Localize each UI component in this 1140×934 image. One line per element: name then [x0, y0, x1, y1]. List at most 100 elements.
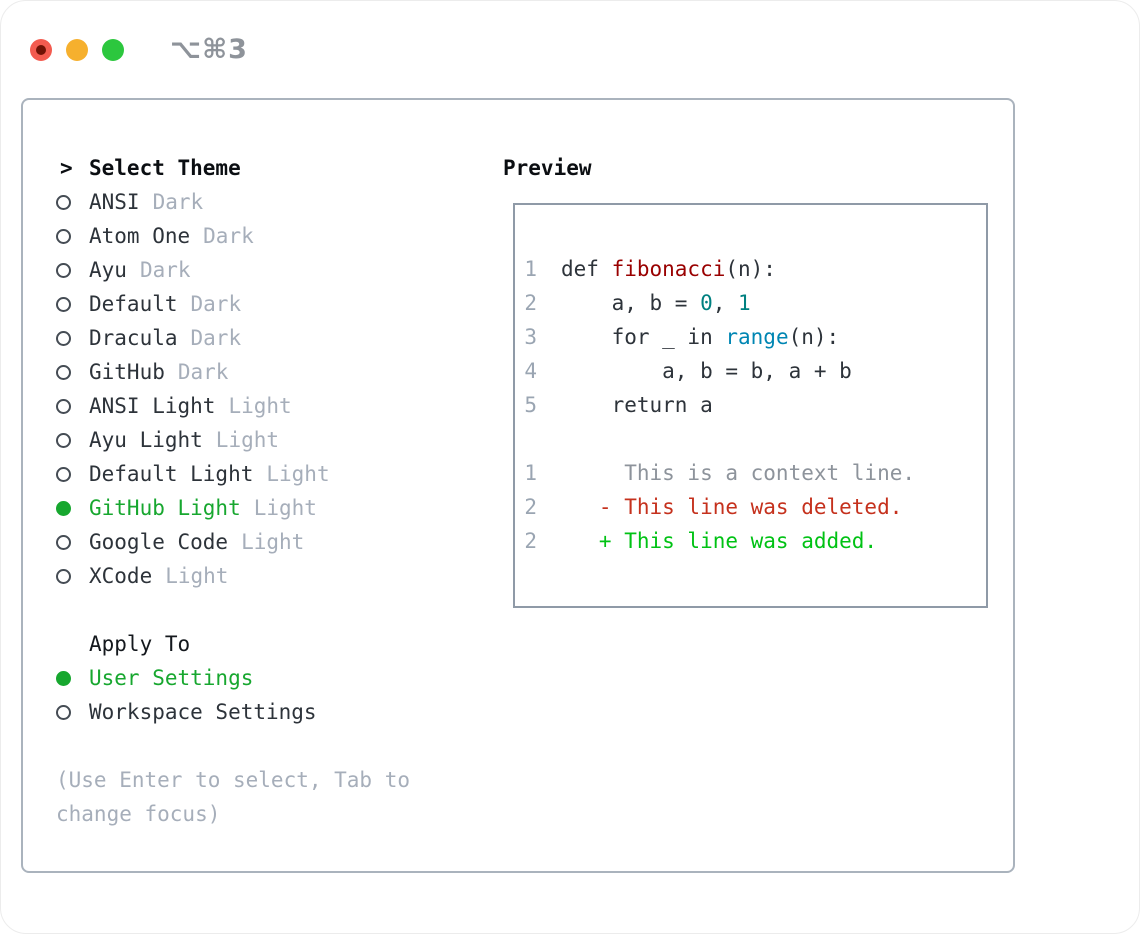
line-content: for _ in range(n): — [561, 320, 840, 354]
radio-circle — [56, 670, 71, 686]
theme-option[interactable]: GitHub Light Light — [56, 491, 492, 525]
theme-name: Atom One — [89, 224, 191, 248]
radio-unselected-icon — [56, 398, 89, 414]
code-token: - This line was deleted. — [561, 495, 903, 519]
theme-option[interactable]: GitHub Dark — [56, 355, 492, 389]
code-token: fibonacci — [611, 257, 726, 281]
line-number: 1 — [524, 461, 537, 485]
minimize-button[interactable] — [66, 38, 88, 61]
theme-variant-badge: Light — [165, 564, 229, 588]
line-content: + This line was added. — [561, 524, 877, 558]
code-token: (n): — [725, 257, 776, 281]
code-line: 1 def fibonacci(n): — [523, 252, 986, 286]
select-theme-title: Select Theme — [89, 156, 241, 180]
radio-circle — [56, 398, 71, 414]
line-content: def fibonacci(n): — [561, 252, 776, 286]
spacer — [56, 593, 492, 627]
line-content: a, b = 0, 1 — [561, 286, 751, 320]
code-token: This is a context line. — [561, 461, 916, 485]
code-token: for _ in — [561, 325, 726, 349]
apply-to-option[interactable]: User Settings — [56, 661, 492, 695]
radio-circle — [56, 534, 71, 550]
theme-name: Google Code — [89, 530, 229, 554]
code-line: 2 + This line was added. — [523, 524, 986, 558]
radio-unselected-icon — [56, 296, 89, 312]
spacer — [56, 729, 492, 763]
code-line: 4 a, b = b, a + b — [523, 354, 986, 388]
code-token: 0 — [700, 291, 713, 315]
radio-selected-icon — [56, 500, 89, 516]
code-token: range — [725, 325, 789, 349]
radio-unselected-icon — [56, 534, 89, 550]
line-number: 2 — [524, 291, 537, 315]
radio-circle — [56, 194, 71, 210]
code-line: 5 return a — [523, 388, 986, 422]
focus-caret-icon: > — [60, 156, 73, 180]
theme-name: Ayu Light — [89, 428, 203, 452]
radio-unselected-icon — [56, 364, 89, 380]
blank-line — [523, 422, 986, 456]
line-number: 4 — [524, 359, 537, 383]
code-line: 1 This is a context line. — [523, 456, 986, 490]
radio-unselected-icon — [56, 228, 89, 244]
theme-variant-badge: Dark — [139, 258, 191, 282]
code-token: , — [712, 291, 739, 315]
theme-option[interactable]: Dracula Dark — [56, 321, 492, 355]
line-content: a, b = b, a + b — [561, 354, 852, 388]
theme-option[interactable]: ANSI Light Light — [56, 389, 492, 423]
radio-circle — [56, 568, 71, 584]
radio-unselected-icon — [56, 466, 89, 482]
theme-option[interactable]: Default Light Light — [56, 457, 492, 491]
radio-circle — [56, 364, 71, 380]
theme-variant-badge: Light — [228, 394, 292, 418]
theme-name: Dracula — [89, 326, 178, 350]
theme-name: Ayu — [89, 258, 127, 282]
theme-option[interactable]: Default Dark — [56, 287, 492, 321]
code-line: 3 for _ in range(n): — [523, 320, 986, 354]
theme-list: ANSI Dark Atom One Dark Ayu Dark Default Dark Dr… — [56, 185, 492, 593]
radio-circle — [56, 466, 71, 482]
code-token: (n): — [788, 325, 840, 349]
theme-variant-badge: Dark — [190, 326, 242, 350]
theme-variant-badge: Light — [215, 428, 280, 452]
radio-unselected-icon — [56, 704, 89, 720]
theme-option[interactable]: Ayu Light Light — [56, 423, 492, 457]
code-token: a, b = b, a + b — [561, 359, 852, 383]
line-content: return a — [561, 388, 713, 422]
usage-hint: (Use Enter to select, Tab to change focu… — [56, 768, 411, 826]
theme-name: Default — [89, 292, 178, 316]
line-number: 2 — [524, 495, 537, 519]
theme-option[interactable]: Atom One Dark — [56, 219, 492, 253]
theme-option[interactable]: Ayu Dark — [56, 253, 492, 287]
theme-name: GitHub Light — [89, 496, 241, 520]
code-line: 2 - This line was deleted. — [523, 490, 986, 524]
preview-title: Preview — [503, 156, 592, 180]
theme-option[interactable]: XCode Light — [56, 559, 492, 593]
radio-unselected-icon — [56, 432, 89, 448]
theme-picker: > Select Theme ANSI Dark Atom One Dark Ayu Da… — [56, 151, 492, 831]
line-number: 1 — [524, 257, 537, 281]
apply-to-label: Workspace Settings — [89, 700, 317, 724]
theme-option[interactable]: ANSI Dark — [56, 185, 492, 219]
theme-variant-badge: Dark — [203, 224, 254, 248]
radio-circle — [56, 432, 71, 448]
close-button[interactable] — [30, 38, 52, 61]
theme-name: ANSI — [89, 190, 140, 214]
theme-variant-badge: Dark — [177, 360, 229, 384]
zoom-button[interactable] — [102, 38, 124, 61]
radio-circle — [56, 228, 71, 244]
theme-variant-badge: Dark — [152, 190, 204, 214]
line-content: - This line was deleted. — [561, 490, 902, 524]
code-token: return a — [561, 393, 713, 417]
theme-variant-badge: Light — [253, 496, 317, 520]
theme-option[interactable]: Google Code Light — [56, 525, 492, 559]
radio-circle — [56, 500, 71, 516]
code-token: a, b = — [561, 291, 701, 315]
line-number: 5 — [524, 393, 537, 417]
apply-to-option[interactable]: Workspace Settings — [56, 695, 492, 729]
radio-unselected-icon — [56, 194, 89, 210]
line-number: 2 — [524, 529, 537, 553]
theme-name: ANSI Light — [89, 394, 216, 418]
